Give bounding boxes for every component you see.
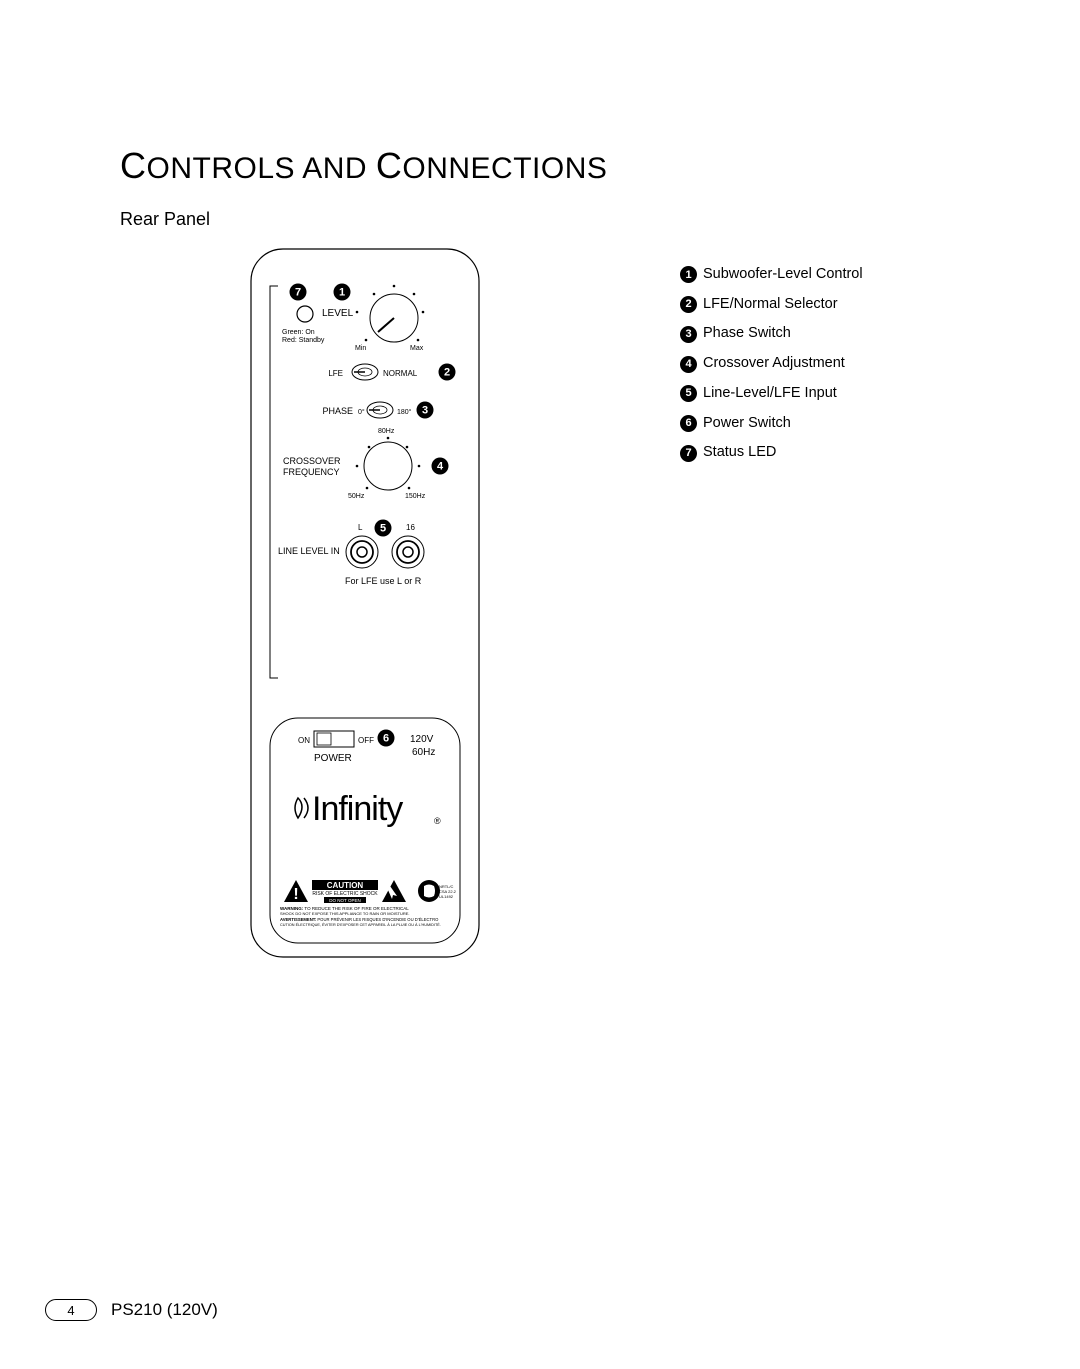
svg-text:CAUTION: CAUTION <box>327 881 364 890</box>
svg-text:!: ! <box>293 886 298 903</box>
svg-text:Green: On: Green: On <box>282 329 315 336</box>
legend-num-icon: 3 <box>680 326 697 343</box>
svg-text:AVERTISSEMENT: POUR PRÉVENIR L: AVERTISSEMENT: POUR PRÉVENIR LES RISQUES… <box>280 917 439 922</box>
svg-text:FREQUENCY: FREQUENCY <box>283 467 340 477</box>
svg-text:50Hz: 50Hz <box>348 493 365 500</box>
svg-text:LFE: LFE <box>328 369 343 378</box>
svg-text:80Hz: 80Hz <box>378 428 395 435</box>
legend-item: 7 Status LED <box>680 438 863 468</box>
svg-text:180°: 180° <box>397 408 412 416</box>
legend-num-icon: 5 <box>680 385 697 402</box>
legend-num-icon: 2 <box>680 296 697 313</box>
svg-text:POWER: POWER <box>314 753 352 764</box>
svg-text:Max: Max <box>410 345 424 352</box>
svg-text:2: 2 <box>444 367 450 379</box>
svg-text:16: 16 <box>406 523 415 532</box>
svg-text:Red: Standby: Red: Standby <box>282 337 325 344</box>
legend-item: 1 Subwoofer-Level Control <box>680 260 863 290</box>
legend-label: Phase Switch <box>703 319 791 349</box>
page-title: CONTROLS AND CONNECTIONS <box>120 145 960 187</box>
legend-label: LFE/Normal Selector <box>703 290 838 320</box>
svg-text:SHOCK DO NOT EXPOSE THIS APPLI: SHOCK DO NOT EXPOSE THIS APPLIANCE TO RA… <box>280 911 410 916</box>
svg-text:LEVEL: LEVEL <box>322 308 354 319</box>
legend-label: Line-Level/LFE Input <box>703 379 837 409</box>
svg-text:For LFE use L or R: For LFE use L or R <box>345 576 422 586</box>
legend-item: 5 Line-Level/LFE Input <box>680 379 863 409</box>
legend-label: Crossover Adjustment <box>703 349 845 379</box>
svg-text:6: 6 <box>383 733 389 745</box>
legend-num-icon: 7 <box>680 445 697 462</box>
legend-num-icon: 1 <box>680 266 697 283</box>
legend-item: 2 LFE/Normal Selector <box>680 290 863 320</box>
svg-text:NORMAL: NORMAL <box>383 369 418 378</box>
page-footer: 4 PS210 (120V) <box>45 1299 218 1321</box>
svg-text:PHASE: PHASE <box>322 406 353 416</box>
legend-num-icon: 4 <box>680 356 697 373</box>
svg-text:®: ® <box>434 816 441 826</box>
legend-item: 3 Phase Switch <box>680 319 863 349</box>
svg-text:1: 1 <box>339 287 345 299</box>
legend-label: Power Switch <box>703 409 791 439</box>
model-label: PS210 (120V) <box>111 1300 218 1320</box>
svg-text:Min: Min <box>355 345 366 352</box>
svg-text:Infinity: Infinity <box>312 790 403 828</box>
svg-text:150Hz: 150Hz <box>405 493 426 500</box>
section-subtitle: Rear Panel <box>120 209 960 230</box>
legend-label: Subwoofer-Level Control <box>703 260 863 290</box>
svg-text:OFF: OFF <box>358 736 374 745</box>
callout-legend: 1 Subwoofer-Level Control 2 LFE/Normal S… <box>680 260 863 963</box>
rear-panel-diagram: 7 Green: On Red: Standby 1 LEVEL Min Max <box>250 248 490 963</box>
svg-text:3: 3 <box>422 405 428 417</box>
legend-label: Status LED <box>703 438 776 468</box>
svg-text:0°: 0° <box>358 408 365 416</box>
svg-text:ON: ON <box>298 736 310 745</box>
svg-text:7: 7 <box>295 287 301 299</box>
legend-item: 6 Power Switch <box>680 409 863 439</box>
svg-text:L: L <box>358 523 363 532</box>
legend-item: 4 Crossover Adjustment <box>680 349 863 379</box>
svg-text:RISK OF ELECTRIC SHOCK: RISK OF ELECTRIC SHOCK <box>312 891 378 897</box>
svg-text:5: 5 <box>380 523 386 535</box>
svg-text:UL1492: UL1492 <box>439 894 454 899</box>
svg-text:60Hz: 60Hz <box>412 747 435 758</box>
svg-text:4: 4 <box>437 461 444 473</box>
svg-text:LINE LEVEL IN: LINE LEVEL IN <box>278 546 340 556</box>
svg-text:DO NOT OPEN: DO NOT OPEN <box>329 898 360 903</box>
svg-text:120V: 120V <box>410 734 434 745</box>
page-number-pill: 4 <box>45 1299 97 1321</box>
svg-text:CUTION ÉLECTRIQUE, ÉVITER D'EX: CUTION ÉLECTRIQUE, ÉVITER D'EXPOSER CET … <box>280 922 441 927</box>
legend-num-icon: 6 <box>680 415 697 432</box>
svg-text:CROSSOVER: CROSSOVER <box>283 456 341 466</box>
